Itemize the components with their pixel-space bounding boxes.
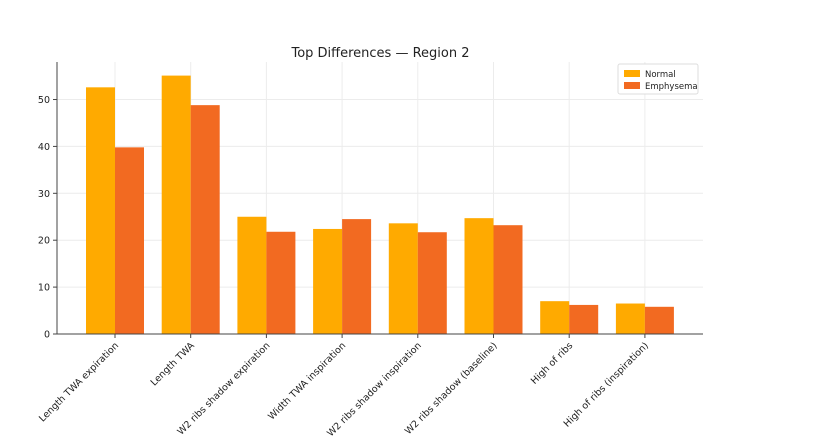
grid-layer bbox=[53, 62, 703, 335]
bar-normal-4 bbox=[388, 223, 418, 334]
x-tick-label: High of ribs (inspiration) bbox=[562, 340, 651, 429]
x-tick-label: W2 ribs shadow (baseline) bbox=[403, 340, 500, 437]
bars-layer bbox=[86, 75, 674, 335]
legend-swatch-emphysema bbox=[624, 82, 640, 89]
y-tick-label: 50 bbox=[38, 95, 50, 106]
x-tick-label: Length TWA bbox=[149, 340, 197, 388]
bar-normal-0 bbox=[86, 87, 115, 335]
bar-emphysema-1 bbox=[190, 105, 220, 334]
legend-swatch-normal bbox=[624, 70, 640, 77]
y-tick-label: 40 bbox=[38, 142, 50, 153]
bar-emphysema-4 bbox=[417, 232, 447, 334]
bar-normal-7 bbox=[615, 303, 645, 334]
y-tick-label: 20 bbox=[38, 236, 50, 247]
bar-emphysema-3 bbox=[342, 219, 372, 334]
bar-normal-5 bbox=[464, 218, 494, 334]
y-tick-labels: 0 10 20 30 40 50 bbox=[38, 95, 50, 340]
bar-normal-3 bbox=[313, 228, 343, 334]
bar-emphysema-5 bbox=[493, 225, 523, 334]
y-tick-label: 0 bbox=[44, 330, 50, 341]
legend-label-emphysema: Emphysema bbox=[645, 82, 698, 92]
bar-normal-6 bbox=[540, 301, 570, 334]
x-tick-labels: Length TWA expiration Length TWA W2 ribs s… bbox=[37, 340, 651, 439]
bar-normal-1 bbox=[161, 75, 191, 334]
legend-label-normal: Normal bbox=[645, 70, 676, 80]
y-tick-label: 10 bbox=[38, 283, 50, 294]
bar-emphysema-0 bbox=[115, 147, 144, 334]
x-tick-label: Width TWA inspiration bbox=[266, 340, 348, 422]
chart-title: Top Differences — Region 2 bbox=[290, 46, 469, 61]
y-tick-label: 30 bbox=[38, 189, 50, 200]
bar-emphysema-6 bbox=[569, 304, 599, 334]
x-tick-label: Length TWA expiration bbox=[37, 340, 121, 424]
bar-emphysema-7 bbox=[644, 306, 674, 334]
bar-emphysema-2 bbox=[266, 231, 296, 334]
legend: Normal Emphysema bbox=[617, 63, 699, 95]
bar-normal-2 bbox=[237, 216, 267, 334]
x-tick-label: High of ribs bbox=[529, 340, 575, 386]
axes-layer bbox=[56, 62, 703, 338]
